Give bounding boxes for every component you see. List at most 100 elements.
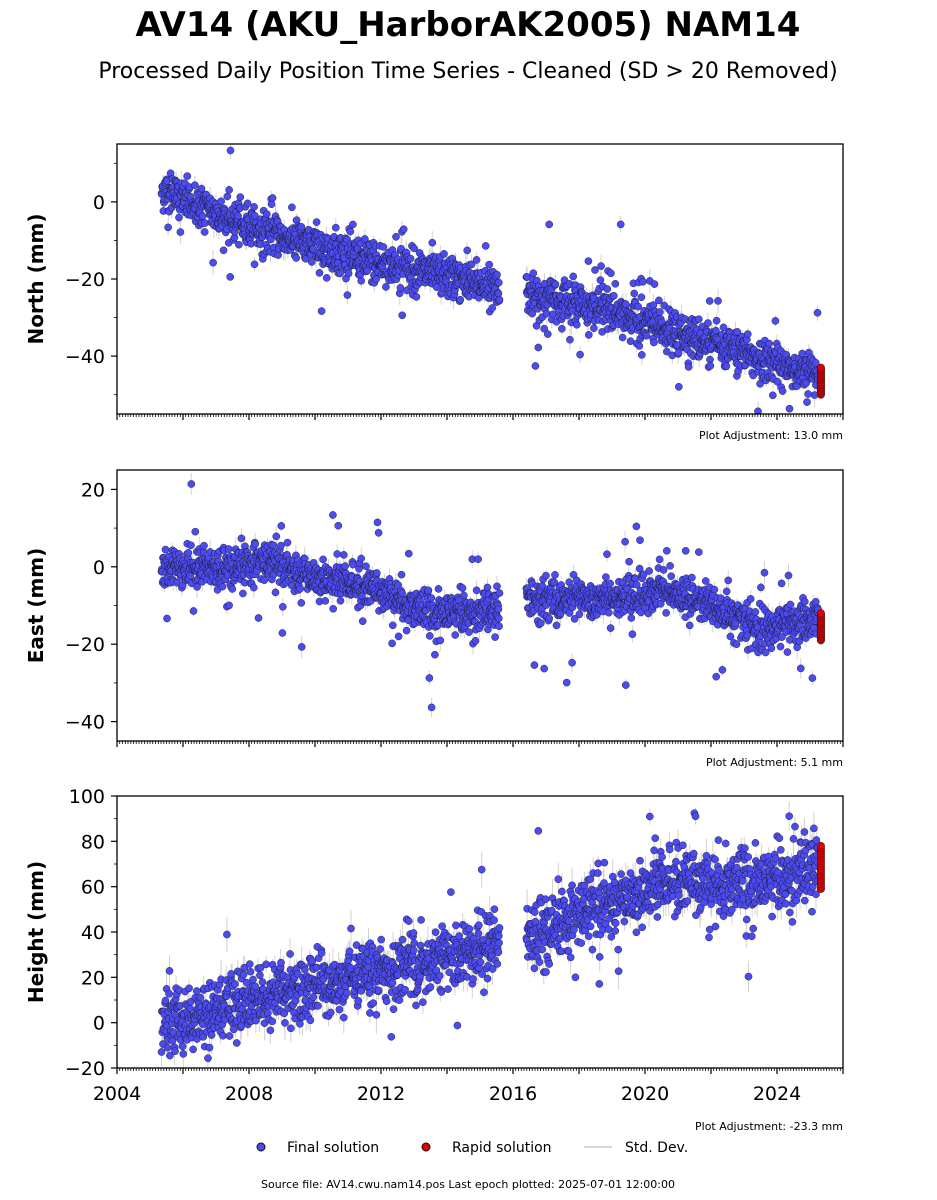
final-point <box>483 583 492 592</box>
final-point <box>297 222 306 231</box>
final-point <box>460 591 468 600</box>
final-point <box>650 338 658 347</box>
final-point <box>493 582 501 591</box>
final-point <box>249 583 258 592</box>
final-point <box>357 554 366 563</box>
final-point <box>341 562 350 570</box>
final-point <box>292 254 301 262</box>
final-point <box>622 681 630 689</box>
final-point <box>494 605 503 614</box>
final-point <box>176 228 185 236</box>
final-point <box>344 269 353 278</box>
final-point <box>744 330 752 338</box>
final-point <box>465 628 473 636</box>
final-point <box>399 225 408 233</box>
north-plot-adjustment: Plot Adjustment: 13.0 mm <box>699 429 843 442</box>
final-point <box>722 362 731 371</box>
final-point <box>811 358 820 367</box>
final-point <box>467 260 476 269</box>
final-point <box>209 258 217 267</box>
final-point <box>317 307 326 315</box>
final-point <box>329 605 338 613</box>
final-point <box>267 200 276 208</box>
final-point <box>491 633 499 641</box>
final-point <box>602 573 610 581</box>
final-point <box>569 272 578 281</box>
final-point <box>597 262 605 270</box>
final-point <box>540 324 549 333</box>
final-point <box>331 223 340 232</box>
final-point <box>427 703 436 712</box>
final-point <box>239 589 247 598</box>
final-point <box>638 351 646 359</box>
final-point <box>161 545 170 554</box>
final-point <box>198 212 207 220</box>
final-point <box>712 316 721 325</box>
final-point <box>243 199 252 208</box>
final-point <box>394 632 403 641</box>
final-point <box>321 597 330 605</box>
final-point <box>540 664 549 673</box>
final-point <box>388 621 397 630</box>
final-point <box>373 518 382 527</box>
final-point <box>603 285 612 293</box>
final-point <box>274 251 282 259</box>
final-point <box>164 223 172 232</box>
final-point <box>379 243 388 251</box>
final-point <box>472 256 481 264</box>
final-point <box>606 579 615 588</box>
final-point <box>771 317 780 325</box>
final-point <box>642 331 651 340</box>
final-point <box>663 347 671 356</box>
final-point <box>494 289 503 298</box>
final-point <box>611 279 620 288</box>
final-point <box>719 323 728 332</box>
final-point <box>272 532 281 541</box>
final-point <box>425 632 434 640</box>
final-point <box>434 585 443 593</box>
final-point <box>575 610 584 619</box>
final-point <box>675 382 683 391</box>
final-point <box>339 551 348 559</box>
final-point <box>754 407 762 414</box>
final-point <box>191 181 199 189</box>
final-point <box>226 146 235 155</box>
final-point <box>804 390 812 398</box>
north-x-ticks <box>116 414 844 420</box>
final-point <box>184 549 193 557</box>
final-point <box>544 330 552 338</box>
final-point <box>372 275 380 284</box>
final-point <box>236 193 245 201</box>
final-point <box>235 240 243 249</box>
final-point <box>336 269 344 278</box>
final-point <box>288 203 296 212</box>
east-data <box>157 473 825 717</box>
final-point <box>733 328 742 336</box>
final-point <box>260 576 269 585</box>
final-point <box>329 511 337 519</box>
east-final-points <box>157 480 823 712</box>
final-point <box>684 363 693 371</box>
final-point <box>585 331 593 339</box>
final-point <box>346 227 355 236</box>
final-point <box>218 582 227 591</box>
final-point <box>277 522 286 530</box>
final-point <box>392 232 400 241</box>
final-point <box>223 192 232 201</box>
final-point <box>396 283 405 292</box>
final-point <box>278 603 287 611</box>
final-point <box>189 607 198 615</box>
final-point <box>322 274 331 282</box>
final-point <box>618 333 627 342</box>
final-point <box>584 257 593 265</box>
final-point <box>199 548 208 557</box>
final-point <box>269 541 278 550</box>
final-point <box>545 220 554 229</box>
final-point <box>358 617 367 626</box>
final-point <box>217 197 225 206</box>
final-point <box>200 228 209 236</box>
final-point <box>343 291 352 299</box>
final-point <box>803 398 811 406</box>
final-point <box>431 650 439 659</box>
